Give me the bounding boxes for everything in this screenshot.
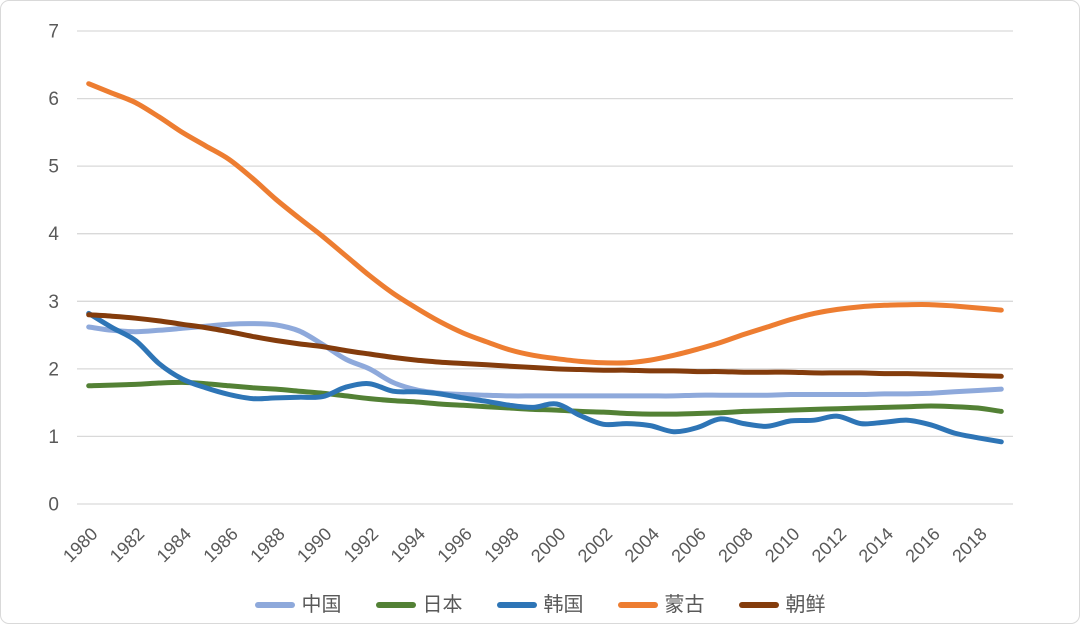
x-axis-tick-label: 2000	[527, 524, 569, 566]
x-axis-tick-label: 1990	[293, 524, 335, 566]
series-line-mongolia	[86, 81, 1004, 366]
x-axis-tick-label: 1988	[246, 524, 288, 566]
x-axis-tick-label: 2016	[901, 524, 943, 566]
x-axis-tick-label: 2004	[621, 524, 663, 566]
x-axis-tick-label: 2002	[574, 524, 616, 566]
x-axis-tick-label: 1998	[480, 524, 522, 566]
x-axis-tick-label: 2018	[948, 524, 990, 566]
y-axis-tick-label: 3	[48, 292, 59, 313]
series-line-south-korea	[86, 310, 1004, 445]
y-axis-tick-label: 1	[48, 427, 59, 448]
x-axis-tick-label: 1980	[59, 524, 101, 566]
y-axis-tick-label: 0	[48, 495, 59, 516]
x-axis-tick-label: 1994	[387, 524, 429, 566]
x-axis-tick-label: 1996	[433, 524, 475, 566]
series-line-japan	[86, 379, 1004, 417]
x-axis-tick-label: 2012	[808, 524, 850, 566]
x-axis-tick-label: 1982	[106, 524, 148, 566]
y-axis-tick-label: 2	[48, 359, 59, 380]
y-axis-tick-label: 4	[48, 224, 59, 245]
y-axis-tick-label: 5	[48, 157, 59, 178]
y-axis-tick-label: 7	[48, 22, 59, 43]
series-line-north-korea	[86, 312, 1004, 379]
x-axis-tick-label: 1986	[199, 524, 241, 566]
x-axis-tick-label: 2006	[667, 524, 709, 566]
x-axis-tick-label: 1992	[340, 524, 382, 566]
x-axis-tick-label: 2014	[855, 524, 897, 566]
x-axis-tick-label: 1984	[153, 524, 195, 566]
series-line-china	[86, 321, 1004, 399]
x-axis-tick-label: 2008	[714, 524, 756, 566]
x-axis-tick-label: 2010	[761, 524, 803, 566]
y-axis-tick-label: 6	[48, 89, 59, 110]
